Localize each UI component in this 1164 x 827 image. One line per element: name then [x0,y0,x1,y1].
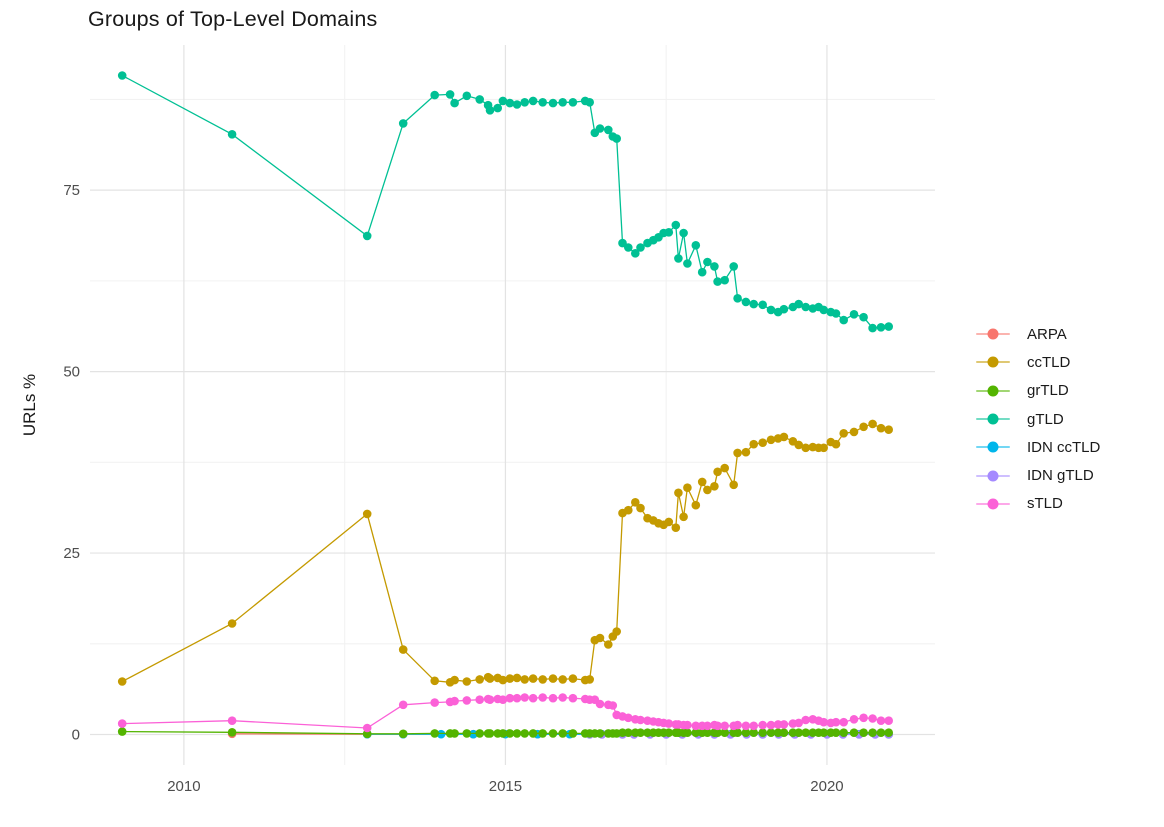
legend-item-label: ccTLD [1027,353,1071,371]
legend-item-label: gTLD [1027,410,1064,428]
legend-key-icon [976,384,1010,397]
x-tick-label: 2015 [489,778,522,795]
legend-key-icon [976,497,1010,510]
series-stld [117,693,893,733]
legend-item-idn-cctld: IDN ccTLD [976,433,1100,461]
x-tick-label: 2020 [810,778,843,795]
legend-key-icon [976,469,1010,482]
legend-key-icon [976,328,1010,341]
legend-item-label: IDN gTLD [1027,467,1094,485]
series-gtld [117,71,893,333]
series-cctld [117,419,893,687]
x-tick-label: 2010 [167,778,200,795]
legend-item-label: sTLD [1027,495,1063,513]
legend-item-idn-gtld: IDN gTLD [976,461,1100,489]
legend-item-label: grTLD [1027,382,1069,400]
legend-item-cctld: ccTLD [976,348,1100,376]
legend-key-icon [976,441,1010,454]
legend-item-label: ARPA [1027,325,1067,343]
legend-key-icon [976,356,1010,369]
legend-item-arpa: ARPA [976,320,1100,348]
legend: ARPA ccTLD grTLD gTLD IDN ccTLD IDN gTLD sTLD [976,320,1100,518]
legend-item-label: IDN ccTLD [1027,438,1101,456]
legend-key-icon [976,413,1010,426]
legend-item-gtld: gTLD [976,405,1100,433]
chart-title: Groups of Top-Level Domains [88,7,378,31]
series-grtld [117,727,893,739]
y-tick-label: 75 [63,182,80,199]
legend-item-stld: sTLD [976,490,1100,518]
y-tick-label: 50 [63,364,80,381]
legend-item-grtld: grTLD [976,377,1100,405]
y-tick-label: 0 [72,727,80,744]
y-tick-label: 25 [63,545,80,562]
